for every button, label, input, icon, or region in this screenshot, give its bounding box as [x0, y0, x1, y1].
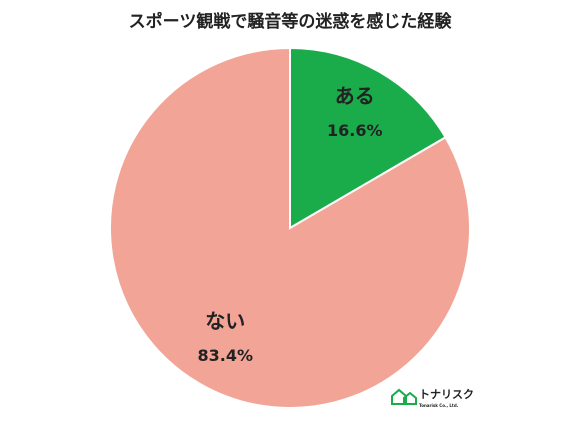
logo: トナリスク Tonarisk Co., Ltd.	[391, 388, 474, 408]
logo-name: トナリスク	[419, 388, 474, 401]
value-label: 16.6%	[327, 121, 383, 140]
value-label: 83.4%	[197, 346, 253, 365]
slice-label: ある	[335, 84, 375, 108]
slice-label: ない	[205, 309, 245, 333]
logo-icon	[391, 388, 417, 405]
pie-slice	[289, 46, 447, 230]
pie-slice	[109, 46, 471, 409]
chart-title: スポーツ観戦で騒音等の迷惑を感じた経験	[129, 11, 453, 32]
logo-subtitle: Tonarisk Co., Ltd.	[419, 403, 459, 408]
